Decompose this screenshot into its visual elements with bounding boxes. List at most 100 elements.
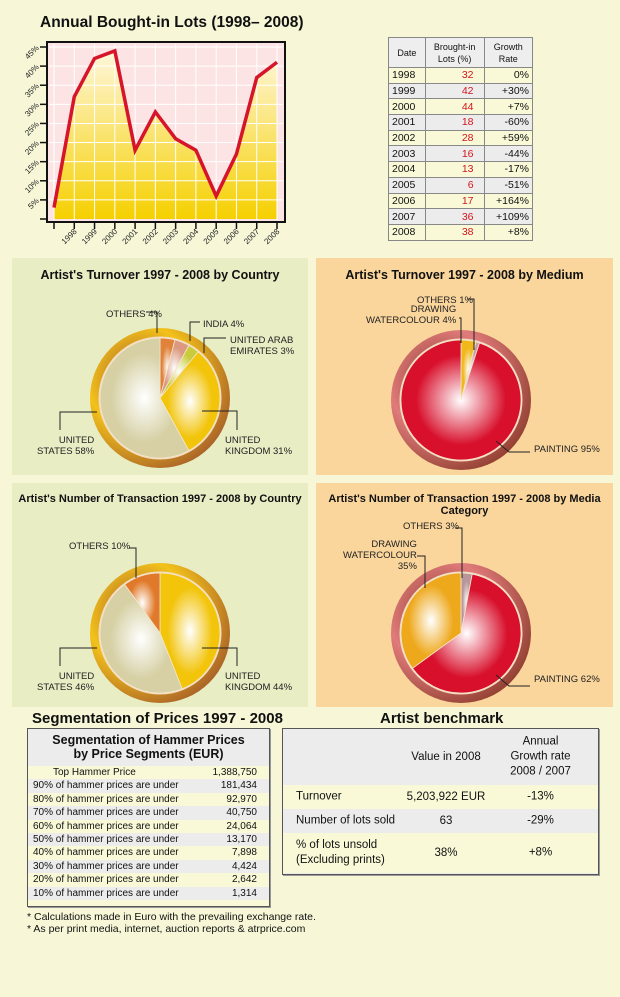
segmentation-value: 92,970	[226, 793, 257, 805]
benchmark-value: 5,203,922 EUR	[406, 791, 486, 803]
segmentation-value: 1,388,750	[212, 767, 258, 778]
cell-growth: 0%	[483, 67, 534, 84]
cell-lots: 6	[424, 176, 485, 194]
pie-label-others: OTHERS 10%	[69, 541, 131, 552]
segmentation-row: 90% of hammer prices are under 181,434	[28, 779, 269, 793]
segmentation-box-title: Segmentation of Hammer Prices by Price S…	[28, 729, 269, 766]
cell-lots: 38	[424, 223, 485, 241]
benchmark-row: % of lots unsold (Excluding prints) 38% +8%	[283, 833, 598, 873]
segmentation-label: 50% of hammer prices are under	[33, 833, 179, 845]
pie-title: Artist's Turnover 1997 - 2008 by Medium	[345, 268, 584, 282]
pie-slice	[411, 573, 522, 694]
table-row: 2004 13 -17%	[388, 161, 534, 178]
cell-lots: 13	[424, 161, 485, 178]
pie-chart-turnover-medium	[391, 298, 531, 470]
table-row: 1999 42 +30%	[388, 82, 534, 100]
pie-panel-turnover-country: Artist's Turnover 1997 - 2008 by Country…	[12, 258, 308, 475]
cell-growth: +164%	[483, 192, 534, 210]
leader-line	[202, 410, 238, 430]
footnote-1: * Calculations made in Euro with the pre…	[27, 911, 316, 923]
benchmark-value: 63	[439, 815, 453, 827]
leader-line	[417, 555, 426, 588]
leader-line	[59, 647, 97, 666]
pie-slice	[124, 572, 161, 635]
x-tick-label: 2004	[181, 227, 200, 246]
pie-label-painting: PAINTING 62%	[534, 674, 600, 685]
cell-date: 2006	[388, 192, 426, 210]
cell-date: 2004	[388, 161, 426, 178]
pie-label-drawing-watercolour: DRAWING WATERCOLOUR 4%	[366, 304, 457, 326]
pie-title: Artist's Turnover 1997 - 2008 by Country	[40, 268, 280, 282]
table-row: 2006 17 +164%	[388, 192, 534, 210]
footnote-2: * As per print media, internet, auction …	[27, 923, 306, 935]
cell-date: 2008	[388, 223, 426, 241]
segmentation-label: 10% of hammer prices are under	[33, 887, 179, 899]
segmentation-value: 4,424	[231, 860, 257, 872]
segmentation-label: 20% of hammer prices are under	[33, 874, 179, 886]
benchmark-label-line1: Turnover	[296, 790, 342, 803]
header-growth-line2: Rate	[498, 53, 518, 64]
pie-panel-transactions-country: Artist's Number of Transaction 1997 - 20…	[12, 483, 308, 707]
segmentation-label: Top Hammer Price	[53, 767, 136, 778]
line-chart: 5%10%15%20%25%30%35%40%45%1998 1999 2000 20…	[23, 41, 286, 246]
cell-date: 1998	[388, 67, 426, 84]
segmentation-value: 181,434	[220, 780, 257, 792]
cell-date: 2007	[388, 208, 426, 225]
pie-title: Artist's Number of Transaction 1997 - 20…	[18, 493, 302, 505]
cell-growth: +59%	[483, 129, 534, 147]
pie-slice	[99, 583, 183, 694]
x-tick-label: 2008	[262, 227, 281, 246]
pie-panel-turnover-medium: Artist's Turnover 1997 - 2008 by Medium …	[316, 258, 613, 475]
bought-in-table: Date Brought-in Lots (%) Growth Rate 1998 3…	[388, 37, 534, 241]
benchmark-value: 38%	[434, 847, 458, 859]
line-chart-title: Annual Bought-in Lots (1998– 2008)	[40, 14, 304, 31]
leader-line	[189, 321, 200, 341]
cell-growth: -51%	[483, 176, 534, 194]
segmentation-title: Segmentation of Prices 1997 - 2008	[32, 710, 283, 727]
pie-slice	[159, 351, 221, 452]
x-tick-label: 2001	[121, 227, 140, 246]
cell-growth: +109%	[483, 208, 534, 225]
segmentation-value: 40,750	[226, 807, 257, 819]
segmentation-row: 70% of hammer prices are under 40,750	[28, 806, 269, 820]
segmentation-label: 60% of hammer prices are under	[33, 820, 179, 832]
cell-date: 2005	[388, 176, 426, 194]
pie-label-drawing-watercolour: DRAWING WATERCOLOUR 35%	[343, 539, 417, 572]
pie-label-us: UNITED STATES 46%	[37, 671, 95, 693]
pie-slice	[99, 337, 190, 459]
segmentation-row: Top Hammer Price 1,388,750	[28, 766, 269, 779]
cell-growth: -17%	[483, 161, 534, 178]
segmentation-value: 1,314	[231, 887, 257, 899]
header-growth-line1: Growth	[493, 41, 523, 52]
pie-slice	[400, 572, 462, 669]
leader-line	[459, 317, 462, 343]
benchmark-header-value: Value in 2008	[411, 751, 481, 763]
leader-line	[203, 337, 226, 353]
cell-date: 2001	[388, 114, 426, 131]
pie-label-us: UNITED STATES 58%	[37, 435, 95, 457]
benchmark-table: Value in 2008 Annual Growth rate 2008 / …	[282, 728, 599, 875]
segmentation-label: 90% of hammer prices are under	[33, 780, 179, 792]
cell-lots: 32	[424, 67, 485, 84]
segmentation-label: 30% of hammer prices are under	[33, 860, 179, 872]
benchmark-row: Turnover 5,203,922 EUR -13%	[283, 785, 598, 809]
benchmark-growth: +8%	[528, 846, 553, 859]
segmentation-value: 2,642	[231, 874, 257, 886]
pie-title: Artist's Number of Transaction 1997 - 20…	[328, 493, 601, 517]
cell-growth: +8%	[483, 223, 534, 241]
x-tick-label: 1998	[60, 227, 79, 246]
segmentation-box-title-line2: by Price Segments (EUR)	[73, 747, 224, 761]
pie-chart-turnover-country	[59, 311, 238, 468]
leader-line	[202, 647, 238, 666]
benchmark-header-growth-line1: Annual	[522, 735, 559, 748]
benchmark-label: Turnover	[296, 790, 342, 805]
leader-line	[455, 527, 463, 578]
segmentation-table: Segmentation of Hammer Prices by Price S…	[27, 728, 270, 907]
pie-label-uae: UNITED ARAB EMIRATES 3%	[230, 335, 295, 357]
benchmark-label-line1: Number of lots sold	[296, 814, 396, 827]
cell-date: 1999	[388, 82, 426, 100]
data-line	[52, 48, 279, 208]
segmentation-box-title-line1: Segmentation of Hammer Prices	[52, 733, 245, 747]
leader-line	[146, 311, 158, 333]
header-growth: Growth Rate	[483, 37, 534, 68]
